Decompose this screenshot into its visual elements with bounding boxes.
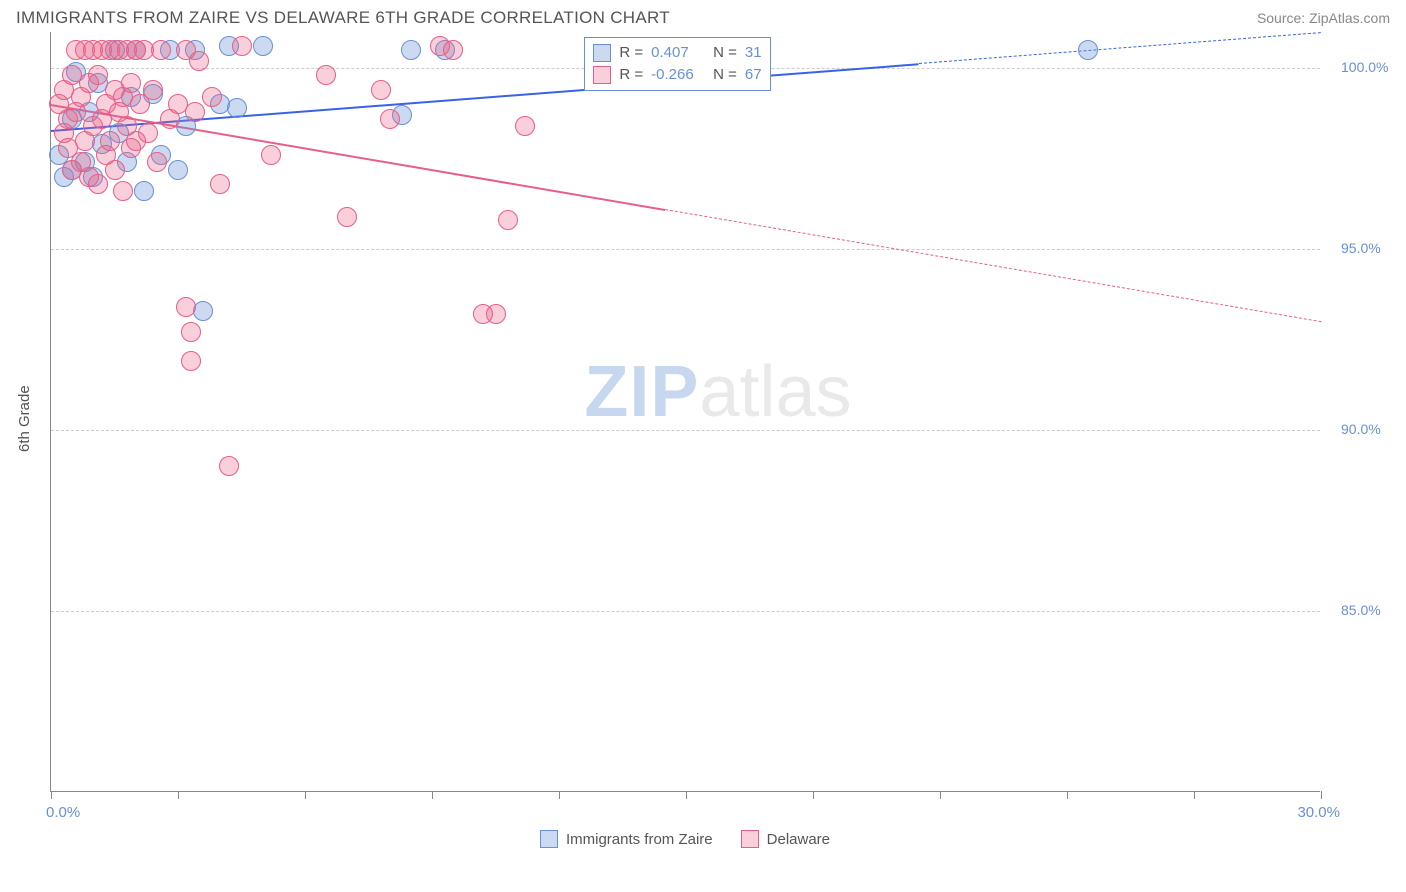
legend-swatch (540, 830, 558, 848)
r-value: 0.407 (651, 42, 705, 64)
n-value: 31 (745, 42, 762, 64)
y-tick-label: 85.0% (1341, 602, 1381, 618)
plot-area: ZIPatlas R =0.407N =31R =-0.266N =67 85.… (50, 32, 1320, 792)
r-label: R = (619, 64, 643, 86)
scatter-point (185, 102, 205, 122)
chart-title: IMMIGRANTS FROM ZAIRE VS DELAWARE 6TH GR… (16, 8, 670, 28)
scatter-point (515, 116, 535, 136)
scatter-point (143, 80, 163, 100)
scatter-point (193, 301, 213, 321)
legend-item: Immigrants from Zaire (540, 830, 713, 848)
chart-header: IMMIGRANTS FROM ZAIRE VS DELAWARE 6TH GR… (0, 0, 1406, 32)
source-label: Source: (1257, 10, 1309, 26)
y-tick-label: 100.0% (1341, 59, 1388, 75)
legend-label: Immigrants from Zaire (566, 831, 713, 848)
scatter-point (443, 40, 463, 60)
scatter-point (261, 145, 281, 165)
scatter-point (88, 65, 108, 85)
scatter-point (134, 181, 154, 201)
scatter-point (380, 109, 400, 129)
scatter-point (202, 87, 222, 107)
source-name: ZipAtlas.com (1309, 10, 1390, 26)
stats-box: R = 0.407 N = 31 R = -0.266 N = 67 (584, 37, 770, 91)
scatter-point (316, 65, 336, 85)
scatter-point (219, 456, 239, 476)
watermark-zip: ZIP (584, 352, 699, 432)
scatter-point (486, 304, 506, 324)
scatter-point (100, 131, 120, 151)
scatter-point (189, 51, 209, 71)
x-axis-labels: 0.0%30.0% (50, 792, 1320, 822)
trend-line-extrapolated (665, 209, 1321, 322)
scatter-point (138, 123, 158, 143)
legend-swatch (741, 830, 759, 848)
scatter-point (88, 174, 108, 194)
grid-line (51, 249, 1320, 250)
scatter-point (121, 73, 141, 93)
scatter-point (227, 98, 247, 118)
n-value: 67 (745, 64, 762, 86)
x-start-label: 0.0% (46, 804, 80, 821)
scatter-point (147, 152, 167, 172)
scatter-point (210, 174, 230, 194)
grid-line (51, 430, 1320, 431)
r-value: -0.266 (651, 64, 705, 86)
scatter-point (105, 160, 125, 180)
y-tick-label: 95.0% (1341, 240, 1381, 256)
series-swatch (593, 44, 611, 62)
trend-line-extrapolated (919, 32, 1321, 64)
grid-line (51, 611, 1320, 612)
chart-wrap: 6th Grade ZIPatlas R = 0.407 N = 31 R = -0.26… (16, 32, 1390, 848)
scatter-point (181, 351, 201, 371)
legend-label: Delaware (767, 831, 830, 848)
scatter-point (401, 40, 421, 60)
x-end-label: 30.0% (1297, 804, 1340, 821)
n-label: N = (713, 42, 737, 64)
scatter-point (253, 36, 273, 56)
scatter-point (168, 160, 188, 180)
y-axis-label: 6th Grade (16, 385, 33, 452)
r-label: R = (619, 42, 643, 64)
x-tick (1321, 791, 1322, 799)
scatter-point (113, 181, 133, 201)
bottom-legend: Immigrants from Zaire Delaware (50, 830, 1320, 848)
scatter-point (498, 210, 518, 230)
legend-item: Delaware (741, 830, 830, 848)
chart-source: Source: ZipAtlas.com (1257, 10, 1390, 26)
y-tick-label: 90.0% (1341, 421, 1381, 437)
watermark-atlas: atlas (699, 352, 851, 432)
scatter-point (1078, 40, 1098, 60)
scatter-point (181, 322, 201, 342)
series-swatch (593, 66, 611, 84)
scatter-point (371, 80, 391, 100)
scatter-point (151, 40, 171, 60)
scatter-point (232, 36, 252, 56)
stats-row: R = -0.266 N = 67 (593, 64, 761, 86)
stats-row: R = 0.407 N = 31 (593, 42, 761, 64)
n-label: N = (713, 64, 737, 86)
watermark: ZIPatlas (584, 351, 851, 433)
scatter-point (176, 297, 196, 317)
scatter-point (337, 207, 357, 227)
